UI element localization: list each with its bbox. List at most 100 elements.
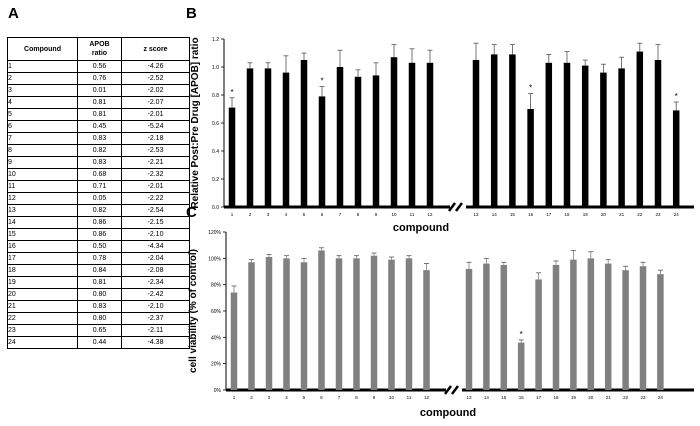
- cell-apob-ratio: 0.50: [77, 240, 122, 253]
- cell-compound: 20: [7, 288, 78, 301]
- cell-z-score: -2.37: [121, 312, 190, 325]
- chart-c-cell-viability: 0%20%40%60%80%100%120%1 2 3 4 5 6 7 8 9 10 11 12 13 1…: [188, 230, 694, 419]
- cell-compound: 9: [7, 156, 78, 169]
- cell-apob-ratio: 0.56: [77, 60, 122, 73]
- table-row: 20 0.80 -2.42: [7, 288, 190, 301]
- cell-apob-ratio: 0.71: [77, 180, 122, 193]
- y-tick-label: 0.0: [212, 205, 219, 211]
- cell-z-score: -2.32: [121, 168, 190, 181]
- significance-star: *: [675, 92, 678, 101]
- table-row: 14 0.86 -2.15: [7, 216, 190, 229]
- x-tick-label: 2: [249, 212, 252, 217]
- cell-compound: 6: [7, 120, 78, 133]
- cell-z-score: -2.22: [121, 192, 190, 205]
- table-row: 12 0.05 -2.22: [7, 192, 190, 205]
- x-tick-label: 20: [601, 212, 607, 217]
- table-row: 5 0.81 -2.01: [7, 108, 190, 121]
- col-header-z-score: z score: [121, 37, 190, 61]
- cell-z-score: -2.02: [121, 84, 190, 97]
- table-body: 1 0.56 -4.26 2 0.76 -2.52 3 0.01 -2.02 4 0.81 -2.07…: [7, 60, 190, 349]
- table-row: 17 0.78 -2.04: [7, 252, 190, 265]
- table-row: 19 0.81 -2.34: [7, 276, 190, 289]
- table-row: 4 0.81 -2.07: [7, 96, 190, 109]
- x-tick-label: 6: [321, 212, 324, 217]
- bar-compound-10: [390, 57, 398, 208]
- x-tick-label: 1: [231, 212, 234, 217]
- y-axis-title: cell viability (% of control): [188, 249, 199, 373]
- table-row: 7 0.83 -2.18: [7, 132, 190, 145]
- cell-compound: 21: [7, 300, 78, 313]
- bar-compound-14: [490, 54, 498, 208]
- cell-apob-ratio: 0.44: [77, 336, 122, 349]
- cell-compound: 18: [7, 264, 78, 277]
- cell-compound: 24: [7, 336, 78, 349]
- cell-compound: 22: [7, 312, 78, 325]
- cell-z-score: -2.11: [121, 324, 190, 337]
- bar-compound-7: [335, 258, 343, 390]
- cell-apob-ratio: 0.81: [77, 108, 122, 121]
- table-row: 10 0.68 -2.32: [7, 168, 190, 181]
- bar-compound-3: [264, 68, 272, 208]
- x-tick-label: 12: [427, 212, 433, 217]
- cell-z-score: -2.54: [121, 204, 190, 217]
- cell-z-score: -2.08: [121, 264, 190, 277]
- axis-break-mark: [444, 385, 452, 395]
- bar-compound-11: [405, 258, 413, 390]
- bar-compound-19: [581, 65, 589, 207]
- cell-z-score: -4.26: [121, 60, 190, 73]
- cell-compound: 16: [7, 240, 78, 253]
- x-tick-label: 1: [233, 395, 236, 400]
- cell-z-score: -4.34: [121, 240, 190, 253]
- x-tick-label: 22: [623, 395, 629, 400]
- cell-z-score: -2.53: [121, 144, 190, 157]
- x-tick-label: 9: [375, 212, 378, 217]
- x-tick-label: 5: [303, 212, 306, 217]
- bar-compound-18: [563, 62, 571, 207]
- cell-z-score: -2.07: [121, 96, 190, 109]
- bar-compound-6: [318, 250, 325, 390]
- y-tick-label: 0.8: [212, 93, 219, 99]
- bar-compound-4: [283, 258, 290, 390]
- x-tick-label: 7: [339, 212, 342, 217]
- x-tick-label: 18: [564, 212, 570, 217]
- apob-table: Compound APOB ratio z score 1 0.56 -4.26 2 0…: [7, 37, 190, 349]
- cell-compound: 7: [7, 132, 78, 145]
- cell-z-score: -2.10: [121, 300, 190, 313]
- significance-star: *: [320, 77, 323, 86]
- x-axis-title: compound: [420, 407, 476, 419]
- x-tick-label: 5: [303, 395, 306, 400]
- bar-compound-4: [282, 72, 290, 207]
- cell-z-score: -2.21: [121, 156, 190, 169]
- bar-compound-13: [465, 268, 473, 390]
- x-tick-label: 2: [250, 395, 253, 400]
- x-tick-label: 18: [553, 395, 559, 400]
- x-tick-label: 8: [355, 395, 358, 400]
- col-header-apob-ratio: APOB ratio: [77, 37, 122, 61]
- panel-b-label: B: [186, 5, 197, 22]
- bar-compound-8: [354, 76, 362, 207]
- bar-compound-15: [500, 264, 508, 390]
- table-header-row: Compound APOB ratio z score: [7, 37, 190, 61]
- cell-compound: 2: [7, 72, 78, 85]
- cell-apob-ratio: 0.84: [77, 264, 122, 277]
- table-row: 9 0.83 -2.21: [7, 156, 190, 169]
- y-tick-label: 20%: [211, 362, 222, 368]
- bar-compound-5: [300, 262, 308, 390]
- cell-z-score: -2.04: [121, 252, 190, 265]
- cell-z-score: -5.24: [121, 120, 190, 133]
- bar-compound-12: [423, 270, 430, 390]
- bar-compound-8: [353, 258, 360, 390]
- y-tick-label: 100%: [208, 256, 221, 262]
- bar-compound-22: [622, 270, 629, 390]
- cell-compound: 10: [7, 168, 78, 181]
- y-tick-label: 0%: [214, 388, 222, 394]
- panel-c-label: C: [186, 204, 197, 221]
- bar-compound-1: [230, 292, 238, 390]
- bar-compound-21: [604, 263, 612, 390]
- y-tick-label: 60%: [211, 309, 222, 315]
- cell-compound: 23: [7, 324, 78, 337]
- cell-apob-ratio: 0.05: [77, 192, 122, 205]
- bar-compound-24: [672, 110, 680, 207]
- cell-compound: 15: [7, 228, 78, 241]
- x-tick-label: 12: [424, 395, 430, 400]
